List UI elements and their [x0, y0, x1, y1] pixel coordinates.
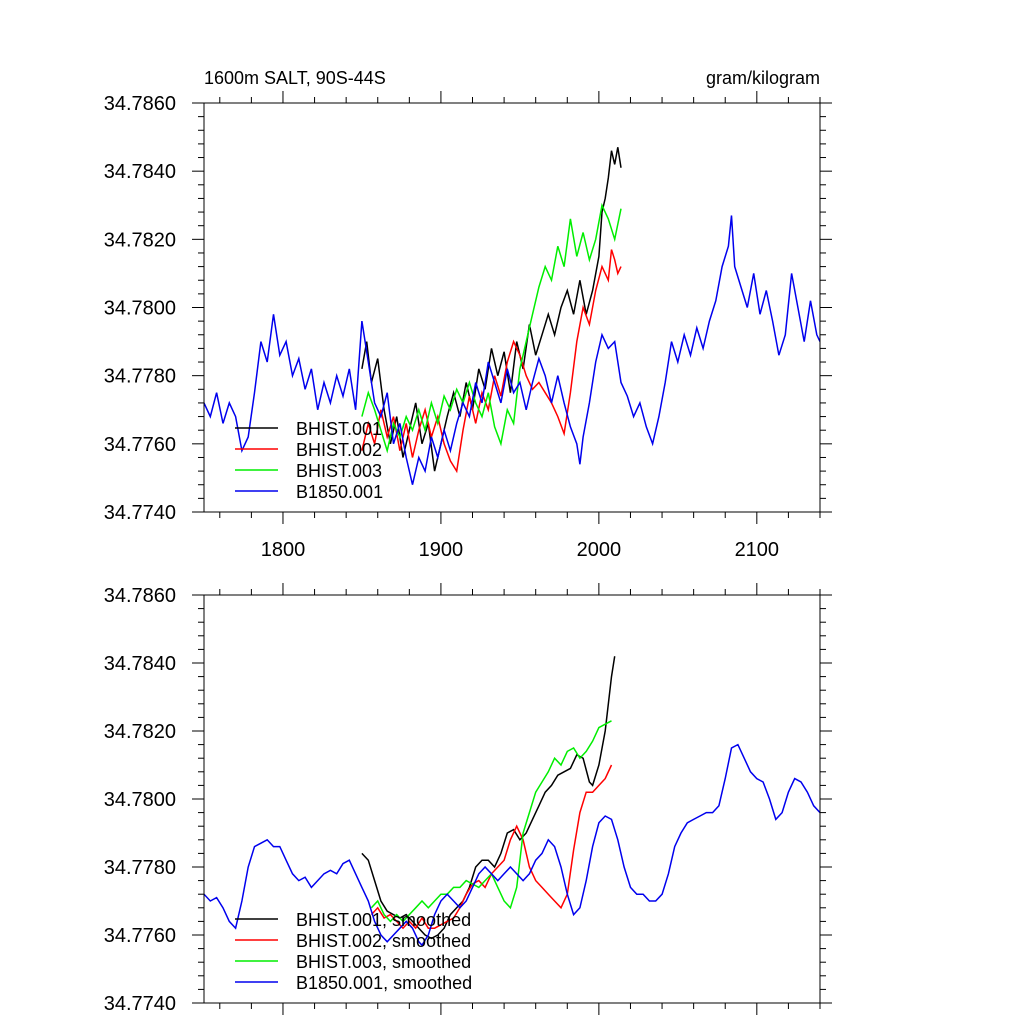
series-line-bhist-002	[361, 249, 622, 474]
x-tick-label: 1900	[419, 539, 464, 561]
y-tick-label: 34.7760	[104, 434, 176, 456]
y-tick-label: 34.7820	[104, 229, 176, 251]
chart-title: 1600m SALT, 90S-44S	[204, 68, 386, 88]
legend-label: BHIST.003	[296, 461, 382, 481]
legend-label: BHIST.001	[296, 419, 382, 439]
y-tick-label: 34.7780	[104, 857, 176, 879]
x-tick-label: 1800	[261, 539, 306, 561]
y-tick-label: 34.7760	[104, 925, 176, 947]
series-line-bhist-003	[361, 202, 622, 454]
y-tick-label: 34.7740	[104, 993, 176, 1015]
series-group	[204, 656, 820, 947]
y-tick-label: 34.7860	[104, 585, 176, 607]
panel-top: 34.7740 34.7760 34.7780 34.7800 34.7820 34.78…	[104, 68, 832, 561]
legend-label: BHIST.002, smoothed	[296, 931, 471, 951]
legend-label: B1850.001, smoothed	[296, 973, 472, 993]
legend-label: BHIST.003, smoothed	[296, 952, 471, 972]
y-tick-label: 34.7840	[104, 161, 176, 183]
y-tick-label: 34.7740	[104, 502, 176, 524]
series-line-b1850-001	[204, 215, 820, 485]
series-line-bhist-001	[361, 147, 622, 472]
chart-units: gram/kilogram	[706, 68, 820, 88]
x-tick-label: 2100	[735, 539, 780, 561]
series-line-bhist-001	[361, 656, 616, 940]
y-tick-label: 34.7800	[104, 298, 176, 320]
legend-label: BHIST.001, smoothed	[296, 910, 471, 930]
legend-label: BHIST.002	[296, 440, 382, 460]
y-tick-label: 34.7820	[104, 721, 176, 743]
y-tick-label: 34.7860	[104, 93, 176, 115]
panel-bottom: 34.7740 34.7760 34.7780 34.7800 34.7820 34.78…	[104, 583, 832, 1015]
x-tick-label: 2000	[577, 539, 622, 561]
legend-label: B1850.001	[296, 482, 383, 502]
y-tick-label: 34.7780	[104, 366, 176, 388]
series-line-bhist-003	[370, 720, 612, 923]
series-line-bhist-002	[370, 764, 613, 930]
y-tick-label: 34.7840	[104, 653, 176, 675]
y-tick-label: 34.7800	[104, 789, 176, 811]
series-line-b1850-001	[204, 743, 820, 947]
series-group	[204, 147, 820, 485]
